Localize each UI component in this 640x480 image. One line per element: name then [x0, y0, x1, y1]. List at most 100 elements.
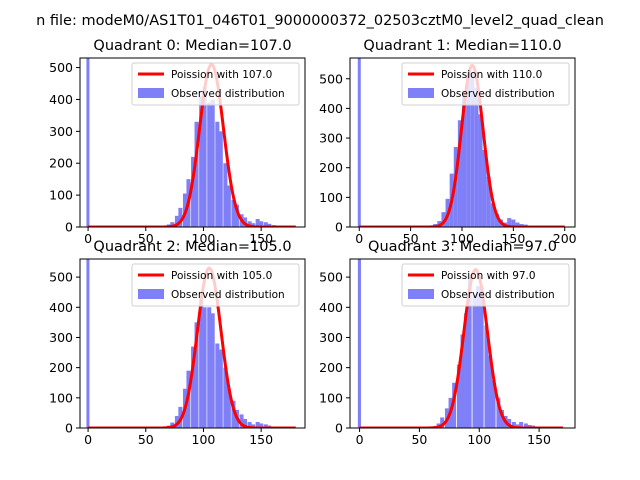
- quadrant-0-bar-15: [223, 163, 228, 227]
- quadrant-2-bar-zero: [86, 259, 90, 428]
- quadrant-3-bar-24: [523, 423, 528, 428]
- quadrant-3-bar-9: [464, 313, 469, 428]
- quadrant-0-legend-label-observed: Observed distribution: [171, 88, 285, 100]
- quadrant-1-xtick-label-3: 150: [501, 231, 525, 246]
- quadrant-2-legend-bar-swatch: [138, 289, 164, 299]
- quadrant-2-bar-12: [210, 313, 215, 428]
- quadrant-3-panel: 0 50 100 150 0 100 200 300 400 500 Quadrant 3: Med…: [319, 239, 576, 447]
- quadrant-1-legend: Poission with 110.0 Observed distribution: [401, 62, 570, 106]
- quadrant-0-bar-2: [170, 222, 175, 227]
- quadrant-2-axes-frame: [79, 258, 306, 429]
- quadrant-1-bar-3: [441, 212, 446, 227]
- quadrant-1-bar-20: [511, 219, 516, 227]
- quadrant-2-bar-15: [223, 367, 228, 428]
- quadrant-2-bar-24: [259, 423, 264, 428]
- quadrant-2-xtick-label-2: 100: [192, 432, 216, 447]
- quadrant-3-bar-15: [488, 355, 493, 428]
- quadrant-2-ytick-label-0: 0: [65, 421, 73, 436]
- quadrant-0-xtick-label-3: 150: [249, 231, 273, 246]
- quadrant-3-bar-17: [496, 397, 501, 428]
- quadrant-3-bar-11: [472, 295, 477, 428]
- quadrant-3-bar-16: [491, 379, 496, 428]
- quadrant-1-bar-19: [507, 218, 512, 227]
- quadrant-2-bar-11: [207, 307, 212, 428]
- quadrant-1-xtick-label-0: 0: [355, 231, 363, 246]
- quadrant-2-xtick-label-3: 150: [249, 432, 273, 447]
- quadrant-2-legend: Poission with 105.0 Observed distribution: [131, 263, 300, 307]
- quadrant-2-xtick-label-1: 50: [138, 432, 154, 447]
- quadrant-3-bar-14: [484, 325, 489, 428]
- quadrant-2-ytick-label-5: 500: [49, 270, 73, 285]
- quadrant-0-bar-26: [267, 223, 272, 227]
- quadrant-0-bar-7: [191, 156, 196, 227]
- quadrant-1-ytick-label-1: 100: [319, 190, 343, 205]
- quadrant-0-bar-3: [174, 215, 179, 227]
- quadrant-1-plot-area: [357, 58, 566, 227]
- quadrant-3-bar-25: [527, 424, 532, 428]
- quadrant-0-ytick-label-3: 300: [49, 124, 73, 139]
- quadrant-3-xtick-label-3: 150: [527, 432, 551, 447]
- quadrant-3-bar-23: [519, 421, 524, 428]
- quadrant-1-bar-9: [466, 78, 471, 227]
- quadrant-0-legend: Poission with 107.0 Observed distribution: [131, 62, 300, 106]
- quadrant-0-bar-9: [199, 96, 204, 227]
- quadrant-2-legend-label-observed: Observed distribution: [171, 289, 285, 301]
- quadrant-1-bar-6: [453, 146, 458, 227]
- quadrant-0-bar-11: [207, 102, 212, 227]
- quadrant-2-bar-20: [242, 418, 248, 428]
- quadrant-1-legend-label-observed: Observed distribution: [441, 88, 555, 100]
- quadrant-1-bar-11: [474, 87, 479, 227]
- quadrant-3-bar-zero: [357, 259, 361, 428]
- quadrant-2-bar-9: [199, 295, 204, 428]
- quadrant-1-axes-frame: [349, 57, 576, 228]
- quadrant-0-panel: 0 50 100 150 0 100 200 300 400 500 Quadrant 0: Med…: [49, 38, 306, 246]
- quadrant-3-ytick-label-5: 500: [319, 270, 343, 285]
- quadrant-1-xtick-label-4: 200: [553, 231, 577, 246]
- quadrant-3-ytick-label-3: 300: [319, 330, 343, 345]
- quadrant-2-bar-23: [255, 421, 260, 428]
- quadrant-2-ytick-label-1: 100: [49, 390, 73, 405]
- quadrant-0-legend-box: [131, 62, 300, 106]
- quadrant-1-ytick-label-4: 400: [319, 101, 343, 116]
- quadrant-0-bar-23: [255, 219, 260, 227]
- quadrant-1-bar-8: [461, 90, 467, 227]
- quadrant-1-legend-label-poisson: Poission with 110.0: [441, 69, 542, 81]
- quadrant-3-ytick-label-1: 100: [319, 390, 343, 405]
- quadrant-0-bar-18: [234, 204, 239, 227]
- quadrant-1-ytick-label-2: 200: [319, 160, 343, 175]
- quadrant-2-bar-21: [247, 421, 252, 428]
- quadrant-0-bar-21: [247, 221, 252, 227]
- quadrant-0-ytick-label-5: 500: [49, 60, 73, 75]
- quadrant-1-bar-15: [490, 203, 495, 227]
- quadrant-2-bar-22: [251, 424, 256, 428]
- quadrant-1-bar-10: [470, 72, 475, 227]
- quadrant-1-bar-16: [494, 213, 499, 227]
- quadrant-3-legend-label-observed: Observed distribution: [441, 289, 555, 301]
- quadrant-2-xtick-label-0: 0: [84, 432, 92, 447]
- quadrant-0-axes-frame: [79, 57, 306, 228]
- quadrant-2-panel: 0 50 100 150 0 100 200 300 400 500 Quadrant 2: Med…: [49, 239, 306, 447]
- quadrant-2-bar-17: [231, 400, 236, 428]
- quadrant-0-title: Quadrant 0: Median=107.0: [93, 38, 291, 54]
- quadrant-2-bar-7: [191, 346, 196, 428]
- quadrant-0-bar-12: [210, 99, 215, 227]
- quadrant-3-axes-frame: [349, 258, 576, 429]
- quadrant-0-ytick-label-4: 400: [49, 92, 73, 107]
- quadrant-3-legend: Poission with 97.0 Observed distribution: [401, 263, 570, 307]
- quadrant-1-xtick-label-2: 100: [450, 231, 474, 246]
- quadrant-1-bar-13: [482, 149, 487, 227]
- quadrant-0-ytick-label-1: 100: [49, 188, 73, 203]
- quadrant-2-bar-13: [215, 343, 220, 428]
- quadrant-1-poisson-curve: [358, 63, 566, 227]
- quadrant-3-bar-22: [515, 424, 520, 428]
- quadrant-0-bar-25: [263, 222, 268, 227]
- quadrant-0-ytick-label-0: 0: [65, 220, 73, 235]
- quadrant-3-legend-box: [401, 263, 570, 307]
- quadrant-2-bar-3: [174, 415, 179, 428]
- quadrant-3-bar-13: [479, 286, 484, 428]
- quadrant-2-legend-label-poisson: Poission with 105.0: [171, 270, 272, 282]
- quadrant-0-legend-label-poisson: Poission with 107.0: [171, 69, 272, 81]
- quadrant-3-bar-6: [452, 382, 457, 428]
- quadrant-0-bar-24: [259, 221, 264, 227]
- quadrant-2-ytick-label-4: 400: [49, 300, 73, 315]
